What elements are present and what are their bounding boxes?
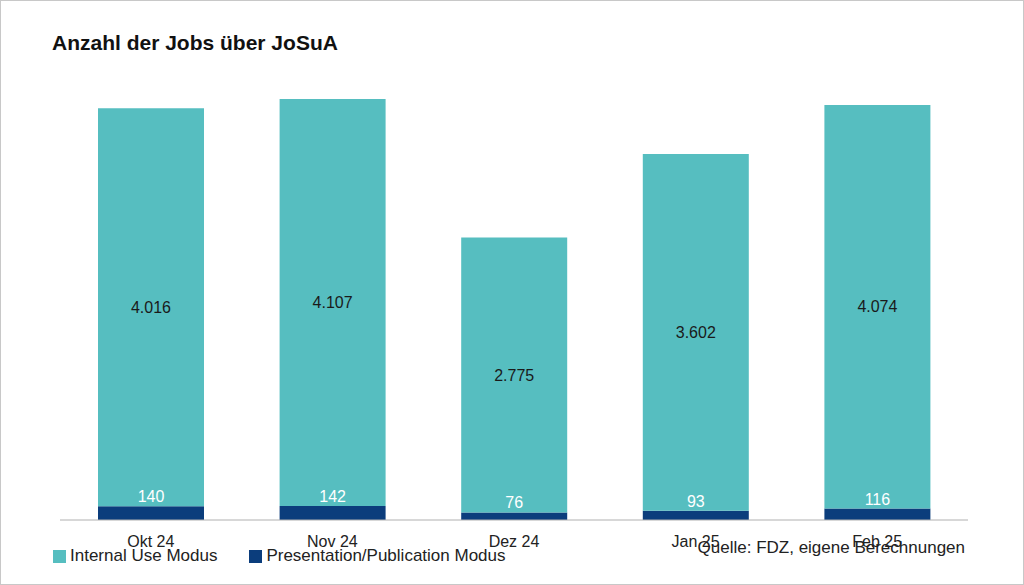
svg-text:116: 116: [865, 491, 891, 508]
svg-text:140: 140: [138, 488, 165, 505]
svg-text:2.775: 2.775: [494, 367, 534, 384]
svg-text:3.602: 3.602: [676, 324, 716, 341]
svg-text:4.107: 4.107: [313, 294, 353, 311]
svg-text:4.016: 4.016: [131, 299, 171, 316]
svg-text:93: 93: [687, 493, 705, 510]
svg-text:Dez 24: Dez 24: [489, 533, 540, 550]
svg-text:76: 76: [505, 494, 523, 511]
svg-text:4.074: 4.074: [857, 298, 897, 315]
svg-text:Okt 24: Okt 24: [127, 533, 174, 550]
svg-text:Nov 24: Nov 24: [307, 533, 358, 550]
svg-text:142: 142: [319, 488, 346, 505]
